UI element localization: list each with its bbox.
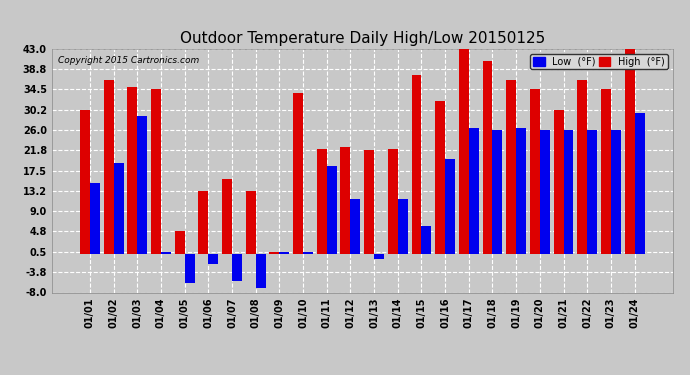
Bar [516,128,526,254]
Bar [256,254,266,288]
Bar [303,252,313,254]
Bar [246,191,256,254]
Bar [540,130,550,254]
Bar [422,226,431,254]
Bar [351,199,360,254]
Bar [151,89,161,254]
Legend: Low  (°F), High  (°F): Low (°F), High (°F) [530,54,668,69]
Bar [114,164,124,254]
Bar [601,89,611,254]
Bar [578,80,587,254]
Bar [435,101,445,254]
Bar [208,254,218,264]
Bar [279,252,289,254]
Bar [137,116,147,254]
Bar [269,252,279,254]
Bar [340,147,351,254]
Bar [635,113,644,254]
Bar [564,130,573,254]
Bar [185,254,195,283]
Bar [293,93,303,254]
Bar [317,149,327,254]
Bar [374,254,384,259]
Bar [104,80,114,254]
Bar [175,231,185,254]
Bar [199,191,208,254]
Text: Copyright 2015 Cartronics.com: Copyright 2015 Cartronics.com [58,56,199,65]
Bar [445,159,455,254]
Bar [469,128,479,254]
Bar [411,75,422,254]
Bar [128,87,137,254]
Bar [493,130,502,254]
Bar [388,149,397,254]
Bar [587,130,597,254]
Bar [611,130,621,254]
Bar [90,183,100,254]
Bar [459,44,469,254]
Bar [161,252,171,254]
Bar [80,110,90,254]
Bar [506,80,516,254]
Bar [327,166,337,254]
Bar [232,254,242,280]
Bar [553,110,564,254]
Title: Outdoor Temperature Daily High/Low 20150125: Outdoor Temperature Daily High/Low 20150… [179,31,545,46]
Bar [222,179,232,254]
Bar [397,199,408,254]
Bar [530,89,540,254]
Bar [364,150,374,254]
Bar [624,49,635,254]
Bar [482,61,493,254]
